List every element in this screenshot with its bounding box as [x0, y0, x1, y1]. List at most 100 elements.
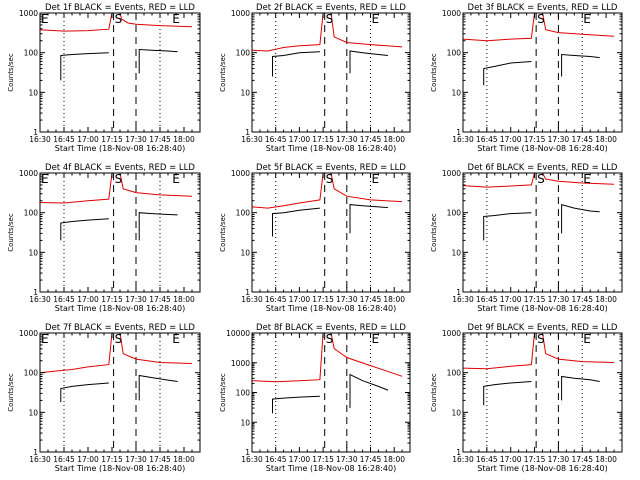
marker-s: S	[326, 172, 334, 186]
plot-frame	[251, 332, 411, 453]
y-axis-label: Counts/sec	[219, 373, 227, 412]
marker-e: E	[583, 172, 591, 186]
series-events-line	[561, 53, 600, 77]
y-axis-label: Counts/sec	[219, 53, 227, 92]
x-tick-label: 17:15	[101, 295, 123, 304]
x-tick-label: 18:00	[383, 135, 405, 144]
y-tick-label: 10000	[226, 329, 250, 338]
panel-title: Det 3f BLACK = Events, RED = LLD	[468, 3, 618, 13]
x-tick-label: 17:15	[524, 295, 546, 304]
marker-e: E	[172, 332, 180, 346]
y-tick-label: 10	[451, 408, 461, 417]
marker-s: S	[115, 172, 123, 186]
x-tick-label: 17:15	[312, 135, 334, 144]
x-tick-label: 17:30	[336, 295, 358, 304]
series-events-line	[483, 212, 532, 241]
x-tick-label: 17:15	[312, 295, 334, 304]
y-tick-label: 1000	[19, 169, 38, 178]
marker-e: E	[172, 12, 180, 26]
x-tick-label: 16:30	[241, 295, 263, 304]
x-axis-label: Start Time (18-Nov-08 16:28:40)	[477, 144, 607, 153]
y-axis-label: Counts/sec	[219, 213, 227, 252]
x-tick-label: 16:30	[241, 455, 263, 464]
series-events-line	[60, 382, 109, 403]
x-tick-label: 16:45	[265, 135, 287, 144]
x-tick-label: 16:45	[265, 295, 287, 304]
x-tick-label: 16:30	[29, 295, 51, 304]
x-tick-label: 17:45	[360, 135, 382, 144]
plot-frame	[39, 172, 201, 293]
series-events-line	[60, 218, 109, 241]
x-tick-label: 17:30	[548, 295, 570, 304]
y-tick-label: 10	[451, 88, 461, 97]
x-tick-label: 17:00	[500, 455, 522, 464]
x-axis-label: Start Time (18-Nov-08 16:28:40)	[266, 304, 396, 313]
marker-e: E	[372, 172, 380, 186]
x-tick-label: 16:45	[476, 295, 498, 304]
x-tick-label: 17:45	[149, 455, 171, 464]
x-tick-label: 18:00	[595, 455, 617, 464]
x-tick-label: 17:45	[149, 135, 171, 144]
y-tick-label: 1	[245, 288, 250, 297]
y-tick-label: 1000	[442, 329, 461, 338]
x-tick-label: 16:30	[452, 135, 474, 144]
x-tick-label: 16:45	[53, 295, 75, 304]
y-axis-label: Counts/sec	[7, 213, 15, 252]
y-tick-label: 10	[451, 248, 461, 257]
plot-frame	[462, 332, 623, 453]
x-axis-label: Start Time (18-Nov-08 16:28:40)	[477, 304, 607, 313]
y-tick-label: 100	[236, 389, 251, 398]
x-tick-label: 17:45	[360, 295, 382, 304]
x-tick-label: 17:15	[101, 455, 123, 464]
series-events-line	[138, 374, 178, 401]
panel-title: Det 5f BLACK = Events, RED = LLD	[256, 163, 406, 173]
y-tick-label: 100	[447, 49, 462, 58]
marker-s: S	[326, 332, 334, 346]
series-events-line	[272, 51, 320, 77]
panel-title: Det 8f BLACK = Events, RED = LLD	[256, 323, 406, 333]
panel-title: Det 6f BLACK = Events, RED = LLD	[468, 163, 618, 173]
x-tick-label: 17:15	[524, 455, 546, 464]
series-events-line	[349, 50, 388, 74]
y-tick-label: 1	[245, 128, 250, 137]
series-events-line	[349, 204, 388, 234]
plot-frame	[39, 332, 201, 453]
plot-frame	[462, 172, 623, 293]
x-tick-label: 16:30	[452, 295, 474, 304]
series-events-line	[483, 381, 532, 406]
series-events-line	[272, 395, 320, 414]
x-tick-label: 17:00	[77, 135, 99, 144]
x-tick-label: 18:00	[383, 295, 405, 304]
marker-s: S	[537, 12, 545, 26]
y-tick-label: 1	[33, 128, 38, 137]
y-axis-label: Counts/sec	[7, 373, 15, 412]
x-tick-label: 18:00	[173, 295, 195, 304]
x-tick-label: 18:00	[383, 455, 405, 464]
y-tick-label: 1000	[231, 359, 250, 368]
plot-frame	[251, 172, 411, 293]
x-tick-label: 17:30	[125, 295, 147, 304]
x-axis-label: Start Time (18-Nov-08 16:28:40)	[55, 304, 185, 313]
y-axis-label: Counts/sec	[430, 213, 438, 252]
y-axis-label: Counts/sec	[7, 53, 15, 92]
series-events-line	[138, 212, 178, 241]
y-tick-label: 100	[236, 209, 251, 218]
series-events-line	[349, 373, 389, 409]
x-tick-label: 17:45	[149, 295, 171, 304]
x-tick-label: 16:45	[53, 135, 75, 144]
panel-title: Det 7f BLACK = Events, RED = LLD	[45, 323, 195, 333]
x-tick-label: 17:30	[125, 455, 147, 464]
panel-title: Det 4f BLACK = Events, RED = LLD	[45, 163, 195, 173]
x-tick-label: 17:00	[289, 295, 311, 304]
marker-s: S	[326, 12, 334, 26]
y-tick-label: 10	[240, 418, 250, 427]
y-tick-label: 1	[33, 288, 38, 297]
marker-e: E	[41, 12, 49, 26]
x-tick-label: 17:45	[360, 455, 382, 464]
x-tick-label: 16:45	[53, 455, 75, 464]
